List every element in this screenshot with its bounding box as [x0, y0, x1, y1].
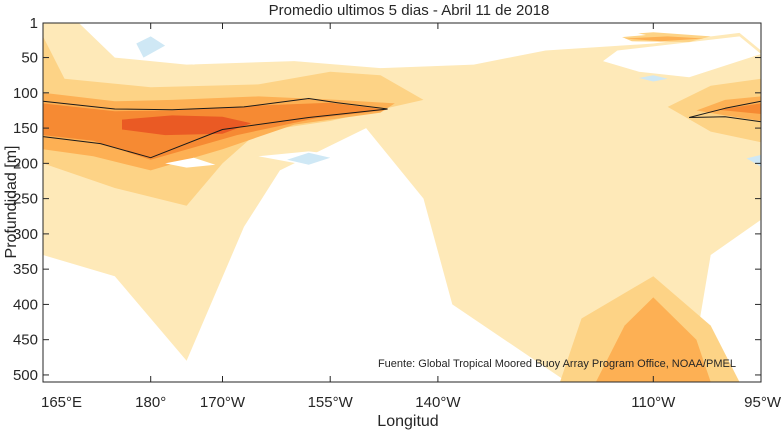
contour-line-3: [689, 116, 761, 123]
y-tick-label-6: 300: [13, 226, 38, 243]
x-axis-label: Longitud: [377, 413, 438, 430]
contour-line-1: [43, 108, 388, 159]
x-tick-label-1: 180°: [135, 394, 166, 411]
contour-region-cool-21: [746, 154, 761, 167]
contour-region-neutral-12: [122, 23, 266, 65]
x-tick-label-0: 165°E: [41, 394, 82, 411]
source-annotation: Fuente: Global Tropical Moored Buoy Arra…: [378, 358, 736, 370]
y-tick-label-5: 250: [13, 191, 38, 208]
y-axis-label: Profundidad [m]: [3, 146, 20, 259]
x-tick-label-6: 95°W: [744, 394, 782, 411]
contour-region-neutral-17: [165, 157, 216, 168]
contour-region-neutral-13: [603, 36, 761, 78]
contour-region-warm-4-9: [624, 36, 704, 42]
x-tick-label-5: 110°W: [631, 394, 676, 411]
contour-region-warm-4-11: [595, 297, 711, 382]
x-axis: 165°E 180° 170°W 155°W 140°W 110°W 95°W: [41, 23, 782, 411]
contour-region-neutral-15: [244, 170, 388, 382]
contour-region-cool-19: [287, 152, 331, 165]
y-tick-label-0: 1: [30, 15, 38, 32]
y-tick-label-1: 50: [21, 50, 38, 67]
contour-region-neutral-14: [531, 29, 647, 41]
contour-line-0: [43, 98, 388, 111]
x-tick-label-2: 170°W: [200, 394, 246, 411]
y-tick-label-4: 200: [13, 155, 38, 172]
chart-title: Promedio ultimos 5 dias - Abril 11 de 20…: [269, 2, 550, 19]
y-tick-label-3: 150: [13, 120, 38, 137]
contour-fill-layer: [43, 23, 761, 382]
contour-region-warm-6-4: [122, 115, 252, 136]
contour-line-2: [689, 100, 761, 118]
contour-line-layer: [43, 98, 761, 159]
y-tick-label-7: 350: [13, 261, 38, 278]
y-tick-label-10: 500: [13, 367, 38, 384]
y-tick-label-8: 400: [13, 296, 38, 313]
contour-region-cool-18: [136, 36, 166, 58]
x-tick-label-4: 140°W: [415, 394, 461, 411]
y-tick-label-2: 100: [13, 85, 38, 102]
x-tick-label-3: 155°W: [308, 394, 354, 411]
y-tick-label-9: 450: [13, 332, 38, 349]
contour-region-cool-20: [638, 75, 668, 82]
plot-frame: [42, 22, 762, 383]
contour-region-warm-5-7: [717, 103, 761, 114]
